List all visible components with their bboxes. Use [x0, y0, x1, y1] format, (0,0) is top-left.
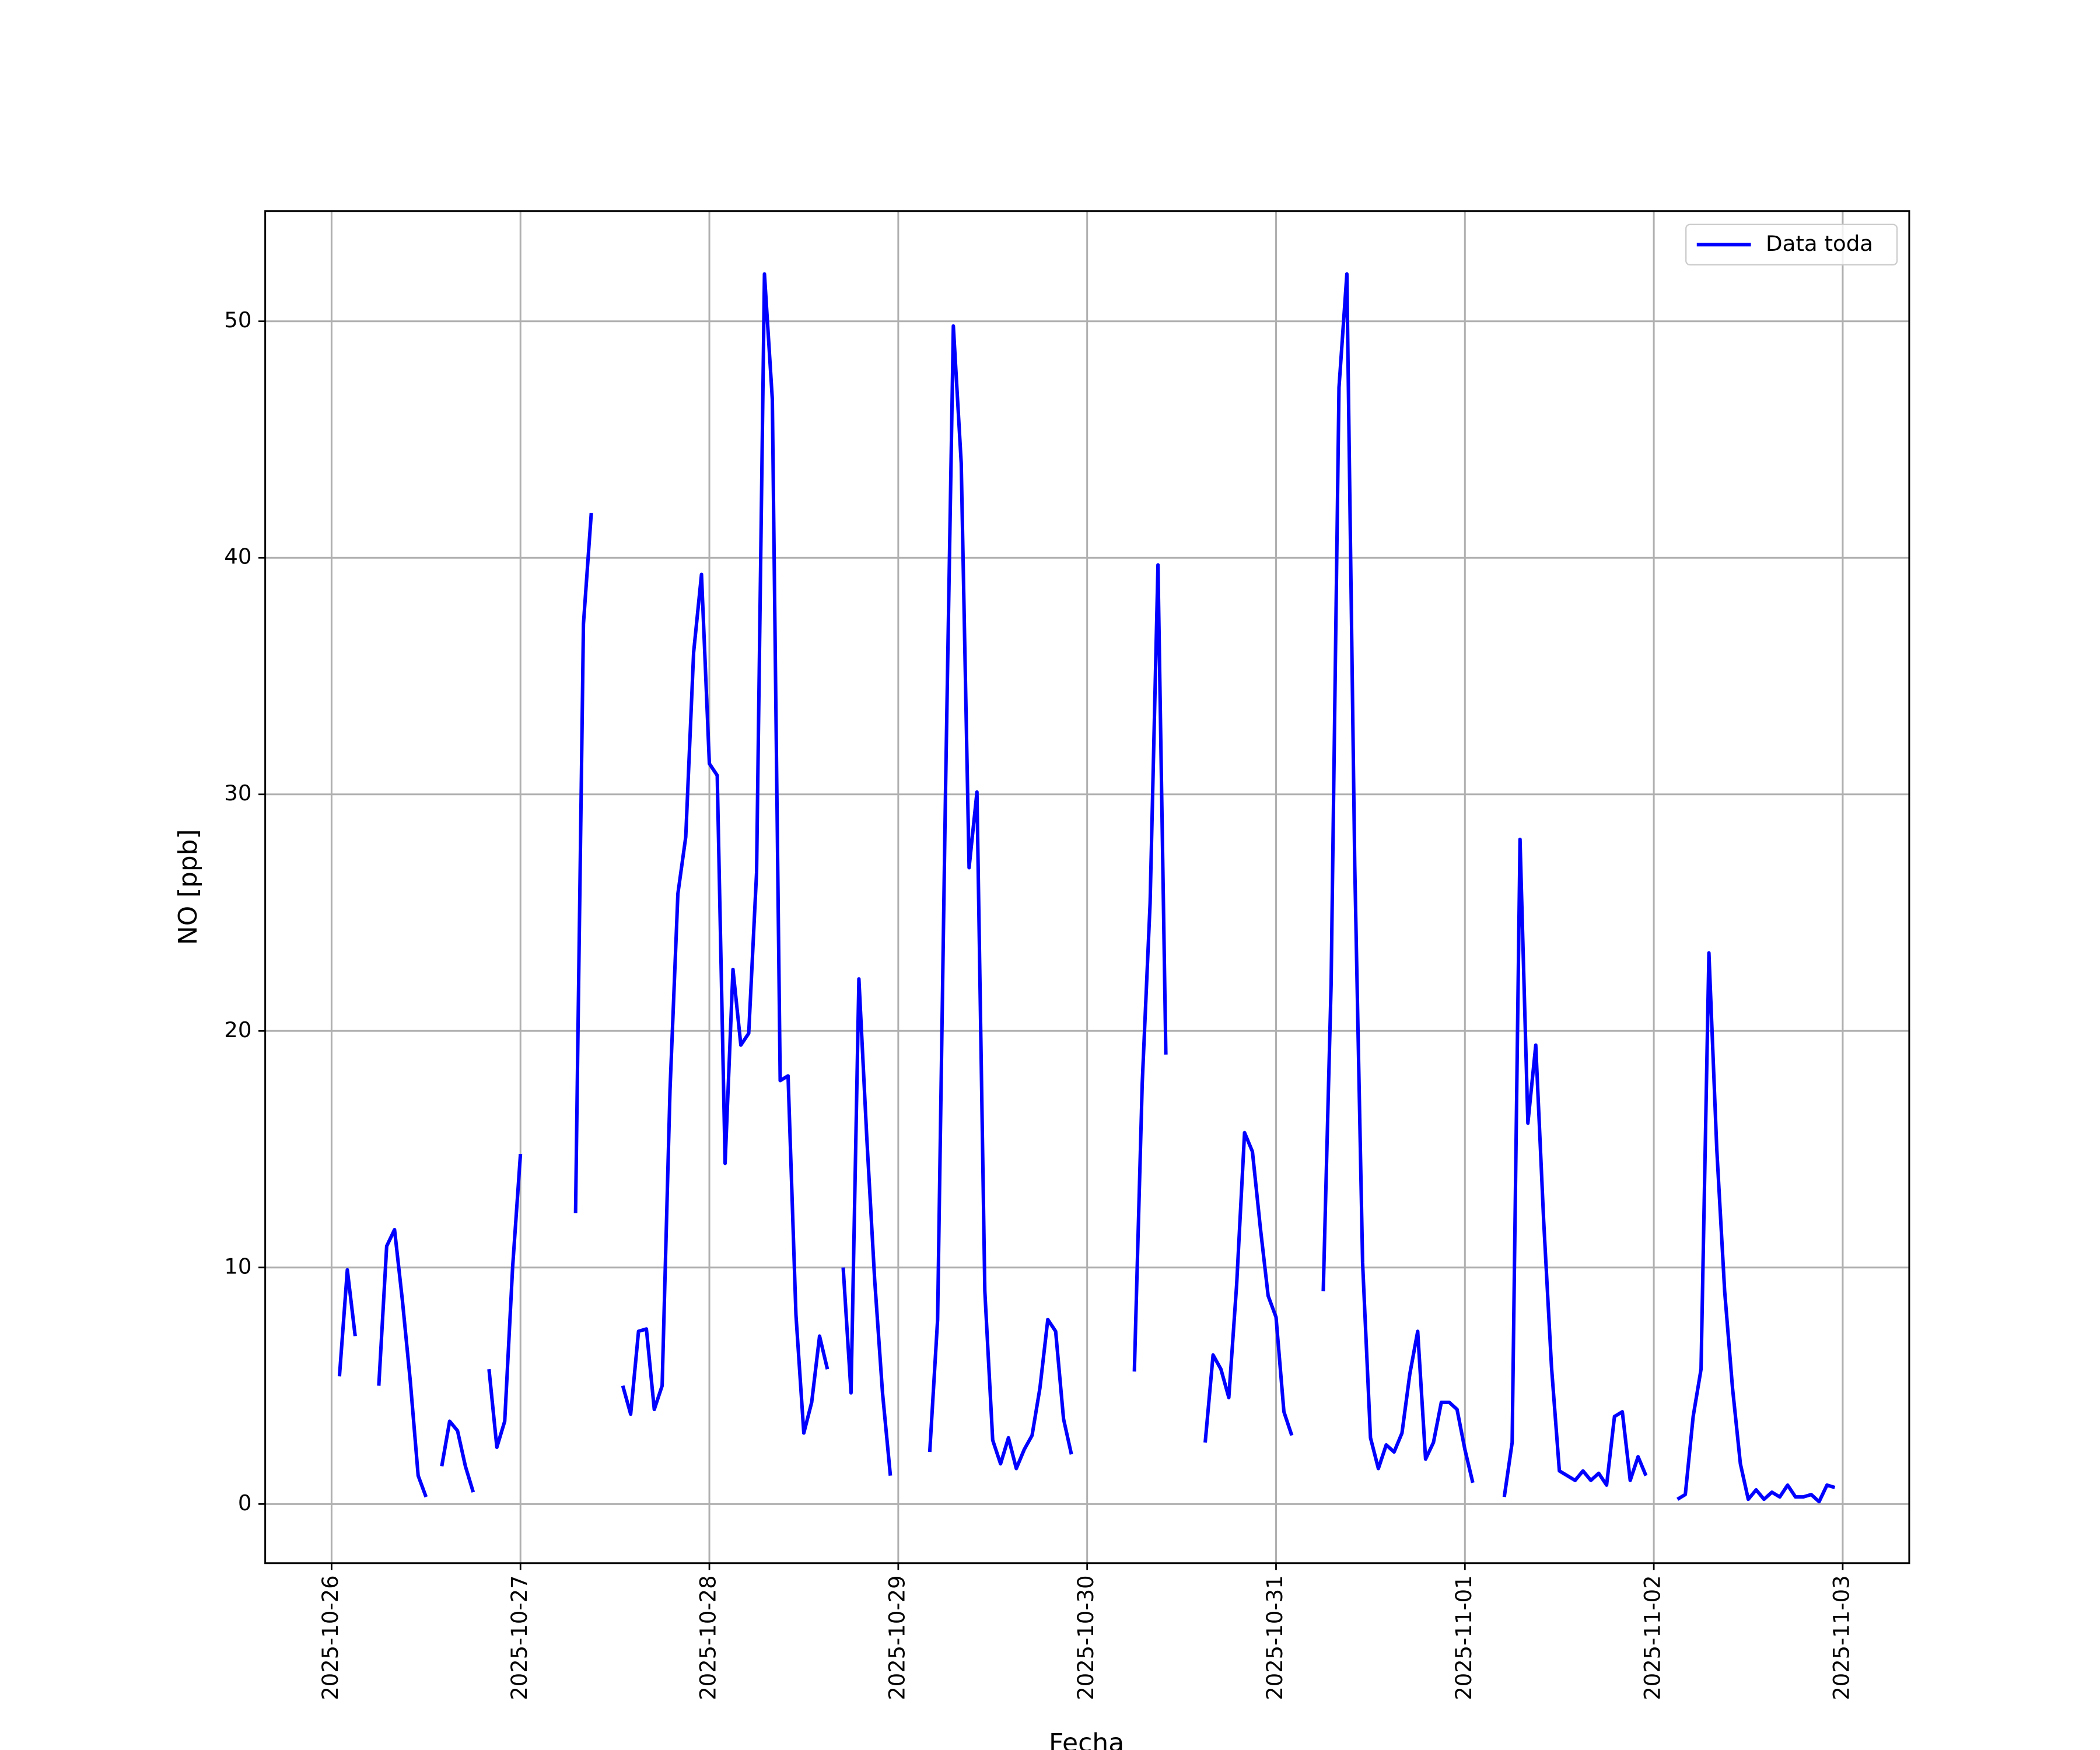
x-tick-label: 2025-11-01 — [1451, 1575, 1476, 1700]
y-axis-label: NO [ppb] — [173, 829, 203, 945]
y-tick-label: 20 — [224, 1017, 251, 1042]
y-tick-label: 30 — [224, 780, 251, 806]
x-tick-label: 2025-10-29 — [884, 1575, 909, 1700]
legend-label: Data toda — [1766, 231, 1873, 256]
x-tick-label: 2025-11-02 — [1640, 1575, 1665, 1700]
y-tick-label: 50 — [224, 307, 251, 332]
legend-box — [1685, 223, 1898, 266]
y-tick-label: 40 — [224, 544, 251, 569]
x-axis-label: Fecha — [1049, 1728, 1124, 1750]
y-tick-label: 0 — [238, 1490, 252, 1516]
x-tick-label: 2025-10-30 — [1073, 1575, 1098, 1700]
x-tick-label: 2025-11-03 — [1829, 1575, 1854, 1700]
x-tick-label: 2025-10-26 — [318, 1575, 343, 1700]
x-tick-label: 2025-10-31 — [1262, 1575, 1287, 1700]
x-tick-label: 2025-10-27 — [507, 1575, 532, 1700]
data-line — [337, 272, 1836, 1504]
x-tick-label: 2025-10-28 — [695, 1575, 720, 1700]
plot-frame — [264, 210, 1910, 1564]
y-tick-label: 10 — [224, 1254, 251, 1279]
